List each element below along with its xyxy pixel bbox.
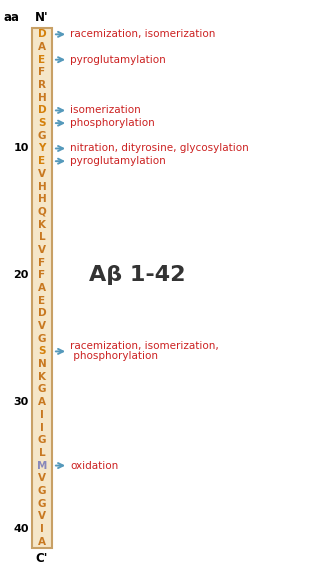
Text: isomerization: isomerization (70, 105, 141, 115)
Text: Y: Y (38, 144, 46, 153)
Text: I: I (40, 410, 44, 420)
Text: 20: 20 (14, 270, 29, 280)
Text: S: S (38, 346, 46, 357)
Text: A: A (38, 397, 46, 407)
Text: pyroglutamylation: pyroglutamylation (70, 54, 166, 65)
Text: 10: 10 (14, 144, 29, 153)
Text: I: I (40, 423, 44, 433)
Text: L: L (39, 448, 45, 458)
Text: A: A (38, 283, 46, 293)
Text: D: D (38, 309, 46, 318)
Text: 30: 30 (14, 397, 29, 407)
Text: K: K (38, 372, 46, 382)
Text: H: H (38, 93, 46, 102)
Text: pyroglutamylation: pyroglutamylation (70, 156, 166, 166)
Text: E: E (38, 156, 45, 166)
Text: G: G (38, 384, 46, 394)
Text: V: V (38, 473, 46, 483)
Text: D: D (38, 30, 46, 39)
Text: H: H (38, 182, 46, 192)
Text: K: K (38, 219, 46, 230)
Text: Q: Q (38, 207, 46, 217)
Text: H: H (38, 194, 46, 204)
Text: M: M (37, 460, 47, 471)
Text: D: D (38, 105, 46, 115)
Text: E: E (38, 54, 45, 65)
Text: L: L (39, 232, 45, 242)
Text: S: S (38, 118, 46, 128)
Text: G: G (38, 486, 46, 496)
Text: F: F (38, 67, 45, 78)
Text: C': C' (36, 552, 48, 565)
Text: N: N (38, 359, 46, 369)
Text: racemization, isomerization,: racemization, isomerization, (70, 342, 219, 351)
Text: nitration, dityrosine, glycosylation: nitration, dityrosine, glycosylation (70, 144, 249, 153)
Text: E: E (38, 296, 45, 306)
Text: Aβ 1-42: Aβ 1-42 (89, 265, 185, 285)
Text: phosphorylation: phosphorylation (70, 351, 158, 361)
Text: F: F (38, 270, 45, 280)
Text: V: V (38, 511, 46, 521)
Text: G: G (38, 435, 46, 445)
Text: A: A (38, 42, 46, 52)
Text: V: V (38, 321, 46, 331)
Text: aa: aa (3, 11, 19, 24)
Text: A: A (38, 537, 46, 547)
Text: 40: 40 (14, 524, 29, 534)
Text: G: G (38, 334, 46, 344)
Text: phosphorylation: phosphorylation (70, 118, 155, 128)
Text: oxidation: oxidation (70, 460, 118, 471)
Text: I: I (40, 524, 44, 534)
Text: N': N' (35, 11, 49, 24)
Text: V: V (38, 169, 46, 179)
Text: V: V (38, 245, 46, 255)
Bar (32, 28, 52, 548)
Text: G: G (38, 131, 46, 141)
Text: R: R (38, 80, 46, 90)
Text: racemization, isomerization: racemization, isomerization (70, 30, 215, 39)
Text: F: F (38, 258, 45, 267)
Text: G: G (38, 499, 46, 508)
